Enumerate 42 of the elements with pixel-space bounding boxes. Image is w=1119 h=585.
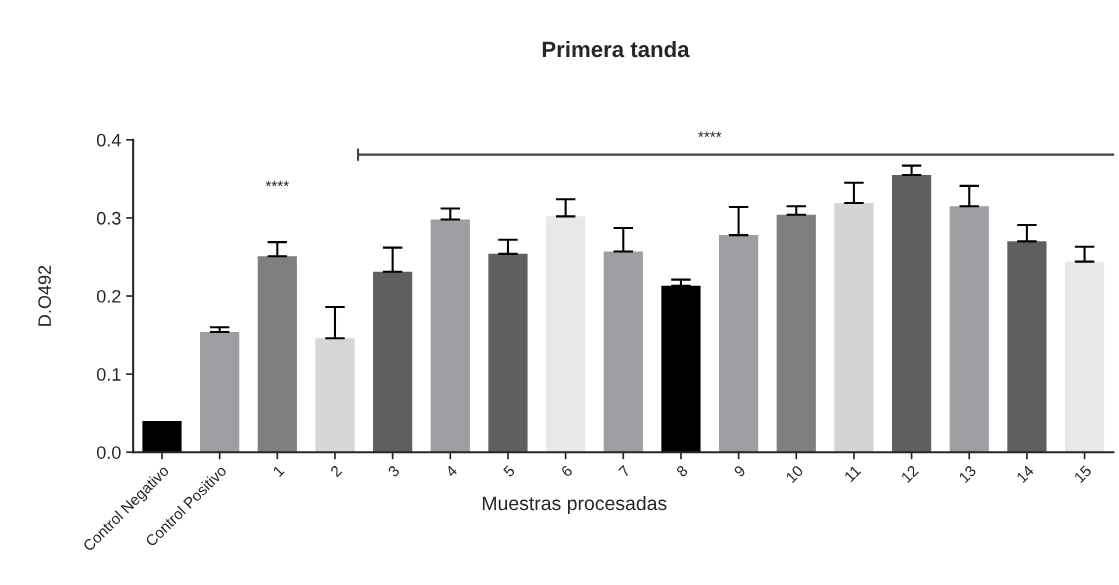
bar: [430, 219, 470, 453]
x-tick-label: 15: [1073, 464, 1093, 484]
y-tick-label: 0.4: [96, 133, 121, 147]
x-tick-label: 13: [958, 464, 977, 484]
bar: [373, 271, 413, 453]
bar: [776, 214, 816, 453]
bar: [546, 216, 586, 453]
x-tick-label: 10: [785, 464, 804, 484]
x-tick-label: 6: [560, 464, 574, 478]
annotation: ****: [265, 180, 289, 187]
y-tick-label: 0.3: [96, 211, 121, 225]
bar: [661, 285, 701, 453]
bar: [1007, 241, 1047, 453]
ref-line-label: ****: [698, 131, 722, 137]
y-tick-label: 0.1: [96, 368, 121, 381]
y-tick-label: 0.0: [96, 446, 121, 459]
bar: [257, 256, 297, 453]
bar: [1064, 261, 1105, 453]
x-tick-label: 12: [900, 464, 919, 484]
x-tick-label: 5: [502, 464, 516, 478]
bar: [315, 338, 355, 453]
x-tick-label: 2: [329, 464, 343, 478]
x-tick-label: 11: [843, 464, 862, 483]
bar: [200, 331, 240, 453]
bar: [488, 253, 528, 453]
bar: [603, 251, 643, 453]
x-tick-label: 9: [733, 464, 747, 478]
x-tick-label: 14: [1016, 464, 1035, 484]
x-tick-label: 1: [272, 464, 285, 478]
x-tick-label: 7: [618, 464, 631, 478]
chart-title: Primera tanda: [542, 40, 690, 58]
bar: [142, 420, 182, 453]
bar: [834, 203, 874, 453]
x-tick-label: 4: [444, 464, 458, 478]
y-axis-title: D.O492: [38, 265, 52, 326]
bar: [719, 235, 759, 453]
y-tick-label: 0.2: [96, 289, 121, 303]
bar: [891, 174, 932, 453]
bar: [949, 206, 989, 453]
x-axis-title: Muestras procesadas: [482, 495, 667, 515]
x-tick-label: 3: [387, 464, 401, 478]
x-tick-label: 8: [675, 464, 689, 478]
